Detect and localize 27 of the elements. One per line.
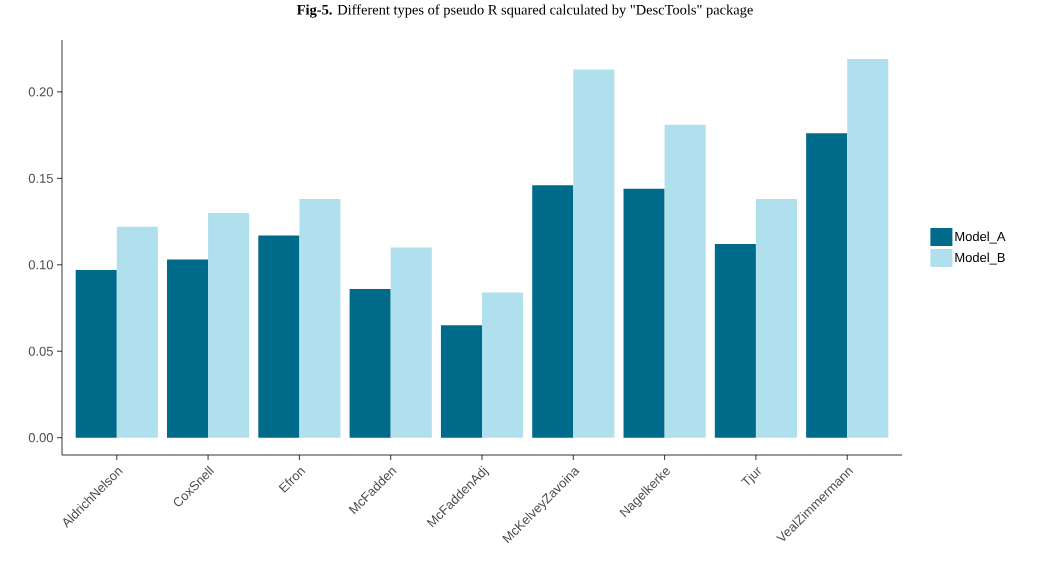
legend-label: Model_A [955, 231, 1006, 244]
bar [482, 292, 524, 438]
y-tick-label: 0.00 [28, 433, 53, 443]
bar [847, 59, 889, 438]
bar [755, 199, 797, 438]
bar [208, 212, 250, 438]
bar [299, 199, 341, 438]
bar [440, 325, 482, 438]
bar [349, 289, 391, 438]
x-tick-label: Tjur [740, 466, 761, 486]
chart-title: Fig-5. Different types of pseudo R squared calculated by "DescTools" package [296, 4, 753, 18]
legend-label: Model_B [955, 252, 1005, 265]
bar [623, 188, 665, 438]
bar [573, 69, 615, 438]
bar [390, 247, 432, 438]
y-tick-label: 0.10 [28, 260, 53, 270]
bar [532, 185, 574, 438]
bar [714, 244, 756, 438]
bar [75, 269, 117, 438]
y-tick-label: 0.20 [28, 87, 53, 97]
bar [806, 133, 848, 438]
bar [167, 259, 209, 438]
bar [258, 235, 300, 438]
y-tick-label: 0.15 [28, 173, 53, 183]
bar [664, 124, 706, 438]
y-tick-label: 0.05 [28, 346, 53, 356]
bar [116, 226, 158, 438]
